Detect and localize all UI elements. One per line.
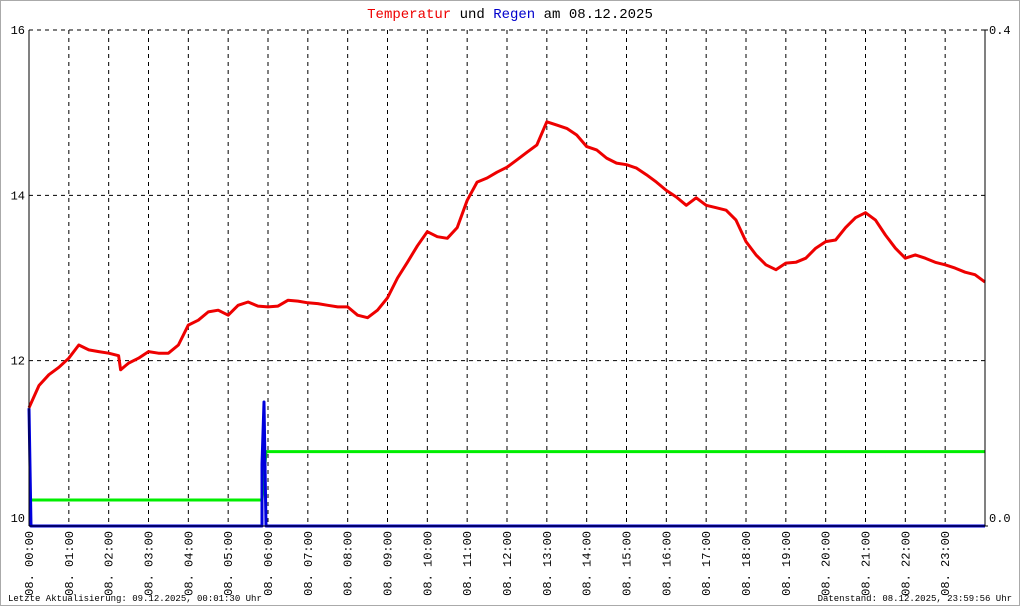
x-tick-label: 08. 06:00: [262, 531, 276, 596]
x-tick-label: 08. 19:00: [780, 531, 794, 596]
y-tick-label: 12: [11, 355, 25, 369]
x-tick-label: 08. 12:00: [501, 531, 515, 596]
x-tick-label: 08. 23:00: [939, 531, 953, 596]
x-tick-label: 08. 17:00: [700, 531, 714, 596]
y-tick-label: 14: [11, 189, 25, 203]
x-tick-label: 08. 07:00: [302, 531, 316, 596]
title-part: und: [460, 7, 485, 23]
x-tick-label: 08. 13:00: [541, 531, 555, 596]
x-tick-label: 08. 04:00: [182, 531, 196, 596]
x-tick-label: 08. 15:00: [621, 531, 635, 596]
x-tick-label: 08. 21:00: [860, 531, 874, 596]
x-tick-label: 08. 14:00: [581, 531, 595, 596]
y2-tick-label: 0.0: [989, 512, 1011, 526]
x-tick-label: 08. 22:00: [899, 531, 913, 596]
title-part: am 08.12.2025: [544, 7, 653, 23]
x-tick-label: 08. 02:00: [103, 531, 117, 596]
x-tick-label: 08. 03:00: [143, 531, 157, 596]
x-tick-label: 08. 18:00: [740, 531, 754, 596]
x-tick-label: 08. 11:00: [461, 531, 475, 596]
y-tick-label: 16: [11, 24, 25, 38]
x-tick-label: 08. 09:00: [382, 531, 396, 596]
title-part: Regen: [493, 7, 535, 23]
x-tick-label: 08. 05:00: [222, 531, 236, 596]
x-tick-label: 08. 08:00: [342, 531, 356, 596]
y2-tick-label: 0.4: [989, 24, 1011, 38]
x-tick-label: 08. 00:00: [23, 531, 37, 596]
title-part: Temperatur: [367, 7, 451, 23]
footer-left: Letzte Aktualisierung: 09.12.2025, 00:01…: [8, 594, 262, 604]
x-tick-label: 08. 16:00: [660, 531, 674, 596]
x-tick-label: 08. 20:00: [820, 531, 834, 596]
series-line: [27, 120, 986, 409]
footer-right: Datenstand: 08.12.2025, 23:59:56 Uhr: [818, 594, 1012, 604]
x-tick-label: 08. 01:00: [63, 531, 77, 596]
chart-title: Temperatur und Regen am 08.12.2025: [367, 7, 653, 23]
x-tick-label: 08. 10:00: [421, 531, 435, 596]
y-tick-label: 10: [11, 512, 25, 526]
